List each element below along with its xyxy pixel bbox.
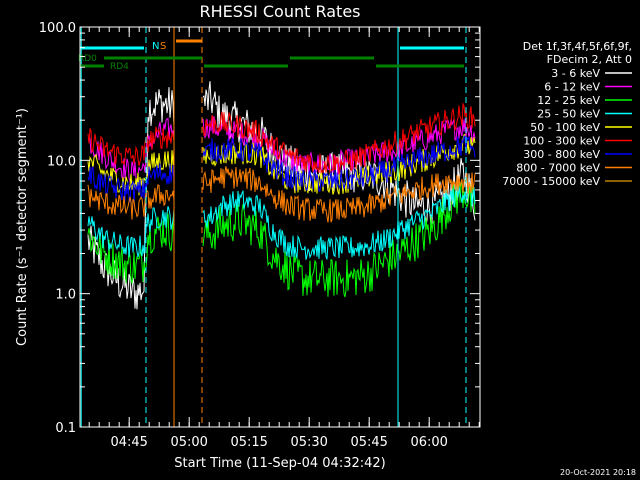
series-line-7 bbox=[87, 166, 476, 223]
annotation-label-rd0: RD0 bbox=[78, 54, 97, 64]
y-tick-label: 1.0 bbox=[55, 288, 76, 303]
annotation-label-S: S bbox=[160, 41, 166, 52]
legend-label: 6 - 12 keV bbox=[544, 81, 600, 94]
legend-label: 12 - 25 keV bbox=[537, 94, 600, 107]
series-line-5 bbox=[87, 102, 476, 175]
x-tick-label: 05:30 bbox=[290, 435, 327, 450]
y-tick-label: 100.0 bbox=[39, 21, 76, 36]
legend-header-2: FDecim 2, Att 0 bbox=[547, 53, 632, 66]
x-tick-label: 04:45 bbox=[110, 435, 147, 450]
x-tick-label: 05:45 bbox=[350, 435, 387, 450]
annotation-label-N: N bbox=[152, 41, 159, 52]
plot-frame bbox=[79, 26, 481, 428]
annotation-label-rd4: RD4 bbox=[110, 62, 129, 72]
y-axis-label: Count Rate (s⁻¹ detector segment⁻¹) bbox=[15, 108, 30, 346]
series-line-3 bbox=[87, 184, 476, 260]
legend-label: 800 - 7000 keV bbox=[516, 162, 600, 175]
legend-label: 3 - 6 keV bbox=[551, 67, 600, 80]
legend-label: 50 - 100 keV bbox=[530, 121, 600, 134]
legend-label: 100 - 300 keV bbox=[523, 135, 600, 148]
footer-date: 20-Oct-2021 20:18 bbox=[560, 468, 636, 477]
x-tick-label: 05:00 bbox=[170, 435, 207, 450]
x-axis-label: Start Time (11-Sep-04 04:32:42) bbox=[174, 456, 385, 471]
y-tick-label: 0.1 bbox=[55, 421, 76, 436]
series-line-6 bbox=[87, 135, 476, 204]
x-tick-label: 05:15 bbox=[230, 435, 267, 450]
x-tick-label: 06:00 bbox=[410, 435, 447, 450]
legend-header-1: Det 1f,3f,4f,5f,6f,9f, bbox=[523, 40, 632, 53]
legend-label: 7000 - 15000 keV bbox=[502, 175, 600, 188]
legend-label: 25 - 50 keV bbox=[537, 108, 600, 121]
legend-label: 300 - 800 keV bbox=[523, 148, 600, 161]
y-tick-label: 10.0 bbox=[47, 154, 76, 169]
chart-title: RHESSI Count Rates bbox=[200, 2, 361, 21]
